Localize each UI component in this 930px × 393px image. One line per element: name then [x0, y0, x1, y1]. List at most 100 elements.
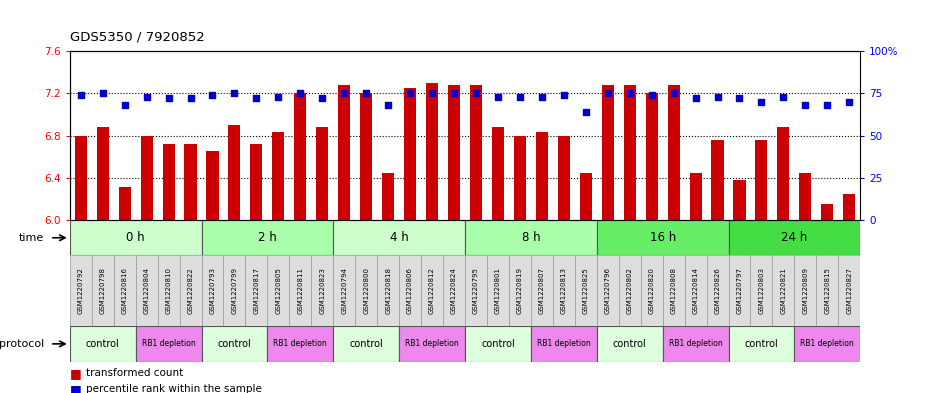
- Text: GSM1220807: GSM1220807: [538, 267, 545, 314]
- Bar: [514, 136, 526, 220]
- Text: percentile rank within the sample: percentile rank within the sample: [86, 384, 262, 393]
- Bar: [202, 220, 333, 255]
- Text: 24 h: 24 h: [781, 231, 807, 244]
- Bar: [360, 93, 372, 220]
- Point: [535, 94, 550, 100]
- Bar: [624, 85, 636, 220]
- Bar: [618, 255, 641, 326]
- Bar: [597, 255, 618, 326]
- Bar: [465, 326, 531, 362]
- Bar: [470, 85, 482, 220]
- Text: GSM1220825: GSM1220825: [583, 268, 589, 314]
- Bar: [443, 255, 465, 326]
- Bar: [684, 255, 707, 326]
- Bar: [426, 83, 438, 220]
- Point: [161, 95, 176, 101]
- Text: GSM1220808: GSM1220808: [671, 267, 677, 314]
- Bar: [70, 220, 202, 255]
- Text: GSM1220814: GSM1220814: [693, 267, 698, 314]
- Point: [359, 90, 374, 96]
- Text: control: control: [350, 339, 383, 349]
- Point: [205, 92, 219, 98]
- Text: transformed count: transformed count: [86, 368, 184, 378]
- Bar: [223, 255, 246, 326]
- Bar: [602, 85, 614, 220]
- Text: GSM1220805: GSM1220805: [275, 267, 282, 314]
- Text: GSM1220826: GSM1220826: [714, 267, 721, 314]
- Point: [446, 90, 461, 96]
- Text: ■: ■: [70, 367, 82, 380]
- Text: GSM1220827: GSM1220827: [846, 267, 852, 314]
- Bar: [531, 255, 552, 326]
- Bar: [821, 204, 833, 220]
- Bar: [250, 144, 262, 220]
- Bar: [465, 255, 487, 326]
- Bar: [399, 255, 421, 326]
- Bar: [734, 180, 746, 220]
- Point: [249, 95, 264, 101]
- Point: [469, 90, 484, 96]
- Bar: [312, 255, 333, 326]
- Text: GSM1220811: GSM1220811: [298, 267, 303, 314]
- Point: [425, 90, 440, 96]
- Point: [776, 94, 790, 100]
- Bar: [113, 255, 136, 326]
- Bar: [838, 255, 860, 326]
- Point: [227, 90, 242, 96]
- Bar: [70, 255, 92, 326]
- Bar: [558, 136, 570, 220]
- Point: [754, 99, 769, 105]
- Text: GSM1220820: GSM1220820: [648, 267, 655, 314]
- Text: GSM1220804: GSM1220804: [143, 267, 150, 314]
- Bar: [184, 144, 196, 220]
- Bar: [711, 140, 724, 220]
- Bar: [140, 136, 153, 220]
- Text: GDS5350 / 7920852: GDS5350 / 7920852: [70, 30, 205, 43]
- Point: [666, 90, 681, 96]
- Bar: [206, 151, 219, 220]
- Bar: [597, 220, 728, 255]
- Text: RB1 depletion: RB1 depletion: [801, 340, 854, 348]
- Point: [337, 90, 352, 96]
- Text: GSM1220801: GSM1220801: [495, 267, 501, 314]
- Text: GSM1220822: GSM1220822: [188, 268, 193, 314]
- Point: [688, 95, 703, 101]
- Point: [403, 90, 418, 96]
- Text: GSM1220794: GSM1220794: [341, 267, 347, 314]
- Bar: [229, 125, 241, 220]
- Bar: [202, 326, 267, 362]
- Bar: [751, 255, 773, 326]
- Point: [622, 90, 637, 96]
- Bar: [404, 88, 416, 220]
- Point: [73, 92, 88, 98]
- Bar: [119, 187, 131, 220]
- Point: [556, 92, 571, 98]
- Text: time: time: [20, 233, 45, 243]
- Bar: [689, 173, 701, 220]
- Bar: [728, 255, 751, 326]
- Text: protocol: protocol: [0, 339, 45, 349]
- Point: [644, 92, 659, 98]
- Text: GSM1220802: GSM1220802: [627, 267, 632, 314]
- Text: GSM1220813: GSM1220813: [561, 267, 566, 314]
- Bar: [333, 255, 355, 326]
- Bar: [355, 255, 378, 326]
- Point: [711, 94, 725, 100]
- Text: GSM1220806: GSM1220806: [407, 267, 413, 314]
- Text: GSM1220812: GSM1220812: [429, 267, 435, 314]
- Bar: [421, 255, 443, 326]
- Point: [271, 94, 286, 100]
- Text: control: control: [481, 339, 515, 349]
- Bar: [728, 220, 860, 255]
- Text: ■: ■: [70, 382, 82, 393]
- Text: GSM1220810: GSM1220810: [166, 267, 171, 314]
- Text: control: control: [86, 339, 120, 349]
- Bar: [645, 93, 658, 220]
- Point: [512, 94, 527, 100]
- Bar: [794, 326, 860, 362]
- Bar: [728, 326, 794, 362]
- Text: RB1 depletion: RB1 depletion: [273, 340, 327, 348]
- Text: 16 h: 16 h: [649, 231, 676, 244]
- Point: [293, 90, 308, 96]
- Bar: [662, 255, 684, 326]
